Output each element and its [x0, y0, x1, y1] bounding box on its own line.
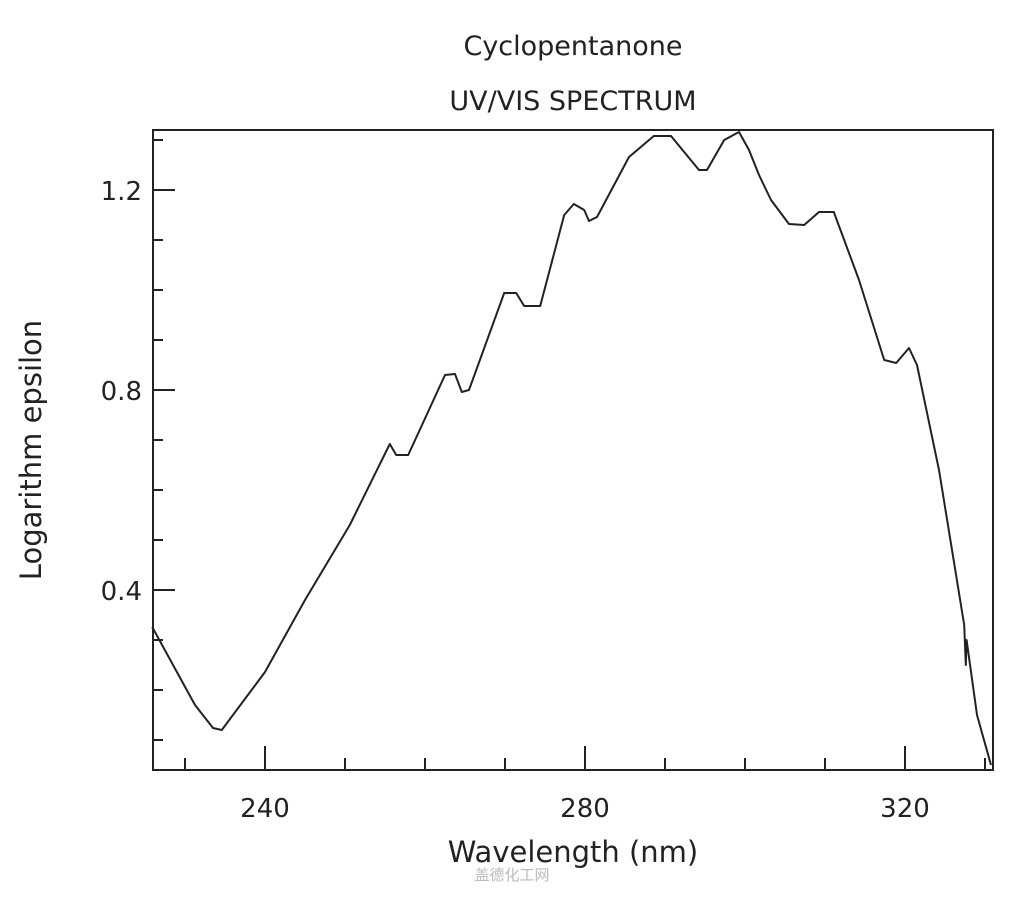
spectrum-line — [151, 131, 992, 766]
y-tick-label: 0.4 — [101, 577, 142, 607]
y-axis-label: Logarithm epsilon — [14, 320, 48, 580]
x-tick-label: 280 — [560, 794, 610, 824]
chart-subtitle: UV/VIS SPECTRUM — [449, 86, 696, 117]
y-tick-label: 0.8 — [101, 377, 142, 407]
x-tick-label: 240 — [240, 794, 290, 824]
x-tick-label: 320 — [880, 794, 930, 824]
x-axis-label: Wavelength (nm) — [448, 835, 699, 869]
y-tick-label: 1.2 — [101, 177, 142, 207]
plot-frame — [152, 129, 994, 771]
chart-title: Cyclopentanone — [463, 31, 682, 62]
watermark: 盖德化工网 — [474, 866, 549, 884]
